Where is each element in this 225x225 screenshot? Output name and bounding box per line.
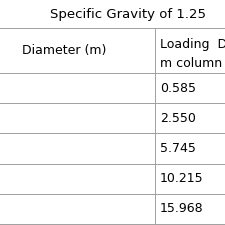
Text: Loading  Densi: Loading Densi bbox=[160, 38, 225, 51]
Text: 15.968: 15.968 bbox=[160, 202, 203, 215]
Text: 10.215: 10.215 bbox=[160, 172, 203, 185]
Text: 5.745: 5.745 bbox=[160, 142, 196, 155]
Text: 0.585: 0.585 bbox=[160, 82, 196, 95]
Text: Specific Gravity of 1.25: Specific Gravity of 1.25 bbox=[50, 8, 206, 21]
Text: Diameter (m): Diameter (m) bbox=[22, 44, 106, 57]
Text: 2.550: 2.550 bbox=[160, 112, 196, 125]
Text: m column diam: m column diam bbox=[160, 57, 225, 70]
